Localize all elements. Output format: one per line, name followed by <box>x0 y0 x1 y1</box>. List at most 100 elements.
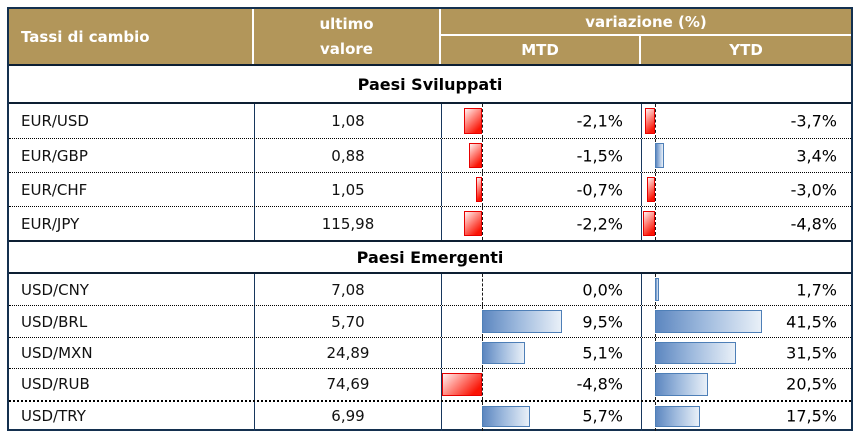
mtd-column-header: MTD <box>441 36 641 64</box>
table-row-usdcny: USD/CNY 7,08 0,0% 1,7% <box>9 274 851 306</box>
section-header-emerging: Paesi Emergenti <box>9 240 851 274</box>
ytd-value: 3,4% <box>796 146 837 165</box>
ytd-value: 31,5% <box>786 343 837 363</box>
ytd-value: 20,5% <box>786 374 837 394</box>
mtd-data-bar <box>482 341 525 365</box>
mtd-cell: 5,1% <box>441 337 641 369</box>
ytd-cell: -3,7% <box>641 104 851 138</box>
table-row-usdmxn: USD/MXN 24,89 5,1% 31,5% <box>9 336 851 369</box>
mtd-cell: -4,8% <box>441 369 641 400</box>
table-row-usdtry: USD/TRY 6,99 5,7% 17,5% <box>9 399 851 431</box>
mtd-value: -4,8% <box>576 374 623 394</box>
mtd-value: 0,0% <box>582 280 623 300</box>
mtd-cell: -1,5% <box>441 139 641 172</box>
bar-axis-line <box>482 207 483 240</box>
mtd-value: 9,5% <box>582 312 623 332</box>
bar-axis-line <box>655 207 656 240</box>
mtd-data-bar <box>441 373 482 396</box>
ytd-cell: 41,5% <box>641 306 851 337</box>
currency-pair-label: EUR/USD <box>21 112 89 130</box>
mtd-cell: 5,7% <box>441 401 641 431</box>
ytd-value: 1,7% <box>796 280 837 300</box>
currency-pair-label: USD/TRY <box>21 407 86 426</box>
ytd-cell: -3,0% <box>641 173 851 206</box>
ytd-cell: 31,5% <box>641 337 851 369</box>
last-value-cell: 74,69 <box>254 369 441 400</box>
ytd-data-bar <box>655 278 660 302</box>
exchange-rates-table: Tassi di cambio ultimo valore variazione… <box>7 7 853 431</box>
ytd-data-bar <box>655 341 737 365</box>
bar-axis-line <box>482 274 483 306</box>
variation-column-group: variazione (%) MTD YTD <box>441 9 851 64</box>
mtd-value: -2,2% <box>576 214 623 233</box>
bar-axis-line <box>482 104 483 138</box>
ytd-data-bar <box>642 211 655 236</box>
ytd-data-bar <box>655 143 664 168</box>
last-value-cell: 115,98 <box>254 207 441 240</box>
table-title: Tassi di cambio <box>9 9 254 64</box>
bar-axis-line <box>482 139 483 172</box>
mtd-value: -0,7% <box>576 180 623 199</box>
currency-pair-label: EUR/JPY <box>21 214 80 233</box>
bar-axis-line <box>482 369 483 400</box>
table-row-usdrub: USD/RUB 74,69 -4,8% 20,5% <box>9 368 851 400</box>
currency-pair-label: EUR/CHF <box>21 180 88 199</box>
last-value-cell: 0,88 <box>254 139 441 172</box>
last-value-cell: 7,08 <box>254 274 441 306</box>
mtd-cell: 0,0% <box>441 274 641 306</box>
mtd-data-bar <box>463 211 482 236</box>
mtd-data-bar <box>464 108 482 134</box>
mtd-value: -2,1% <box>576 111 623 131</box>
table-row-eurchf: EUR/CHF 1,05 -0,7% -3,0% <box>9 172 851 206</box>
currency-pair-label: USD/CNY <box>21 280 89 299</box>
last-value-header-line1: ultimo <box>319 15 374 34</box>
mtd-data-bar <box>476 177 482 202</box>
mtd-cell: -2,2% <box>441 207 641 240</box>
mtd-cell: 9,5% <box>441 306 641 337</box>
ytd-cell: 20,5% <box>641 369 851 400</box>
mtd-value: 5,7% <box>582 406 623 426</box>
last-value-cell: 1,08 <box>254 104 441 138</box>
last-value-cell: 5,70 <box>254 306 441 337</box>
ytd-cell: 1,7% <box>641 274 851 306</box>
table-row-usdbrl: USD/BRL 5,70 9,5% 41,5% <box>9 305 851 337</box>
bar-axis-line <box>655 173 656 206</box>
section-header-developed: Paesi Sviluppati <box>9 66 851 104</box>
currency-pair-label: USD/RUB <box>21 375 90 394</box>
ytd-value: 41,5% <box>786 312 837 332</box>
ytd-value: -3,0% <box>790 180 837 199</box>
variation-header: variazione (%) <box>441 9 851 36</box>
bar-axis-line <box>482 173 483 206</box>
ytd-cell: -4,8% <box>641 207 851 240</box>
ytd-value: 17,5% <box>786 406 837 426</box>
mtd-cell: -0,7% <box>441 173 641 206</box>
currency-pair-label: USD/BRL <box>21 312 88 331</box>
mtd-data-bar <box>482 310 562 333</box>
mtd-data-bar <box>469 143 482 168</box>
ytd-cell: 17,5% <box>641 401 851 431</box>
bar-axis-line <box>655 104 656 138</box>
table-row-eurusd: EUR/USD 1,08 -2,1% -3,7% <box>9 104 851 138</box>
ytd-column-header: YTD <box>729 41 763 59</box>
last-value-header-line2: valore <box>320 39 373 58</box>
ytd-cell: 3,4% <box>641 139 851 172</box>
ytd-data-bar <box>647 177 655 202</box>
mtd-cell: -2,1% <box>441 104 641 138</box>
ytd-data-bar <box>655 405 701 427</box>
last-value-cell: 6,99 <box>254 401 441 431</box>
ytd-value: -4,8% <box>790 214 837 233</box>
last-value-cell: 1,05 <box>254 173 441 206</box>
mtd-value: -1,5% <box>576 146 623 165</box>
ytd-data-bar <box>645 108 655 134</box>
table-header: Tassi di cambio ultimo valore variazione… <box>9 9 851 66</box>
table-row-eurjpy: EUR/JPY 115,98 -2,2% -4,8% <box>9 206 851 240</box>
ytd-data-bar <box>655 373 708 396</box>
mtd-data-bar <box>482 405 530 427</box>
last-value-column-header: ultimo valore <box>254 9 441 64</box>
mtd-value: 5,1% <box>582 343 623 363</box>
ytd-value: -3,7% <box>790 111 837 131</box>
currency-pair-label: EUR/GBP <box>21 146 88 165</box>
table-row-eurgbp: EUR/GBP 0,88 -1,5% 3,4% <box>9 138 851 172</box>
currency-pair-label: USD/MXN <box>21 343 93 362</box>
